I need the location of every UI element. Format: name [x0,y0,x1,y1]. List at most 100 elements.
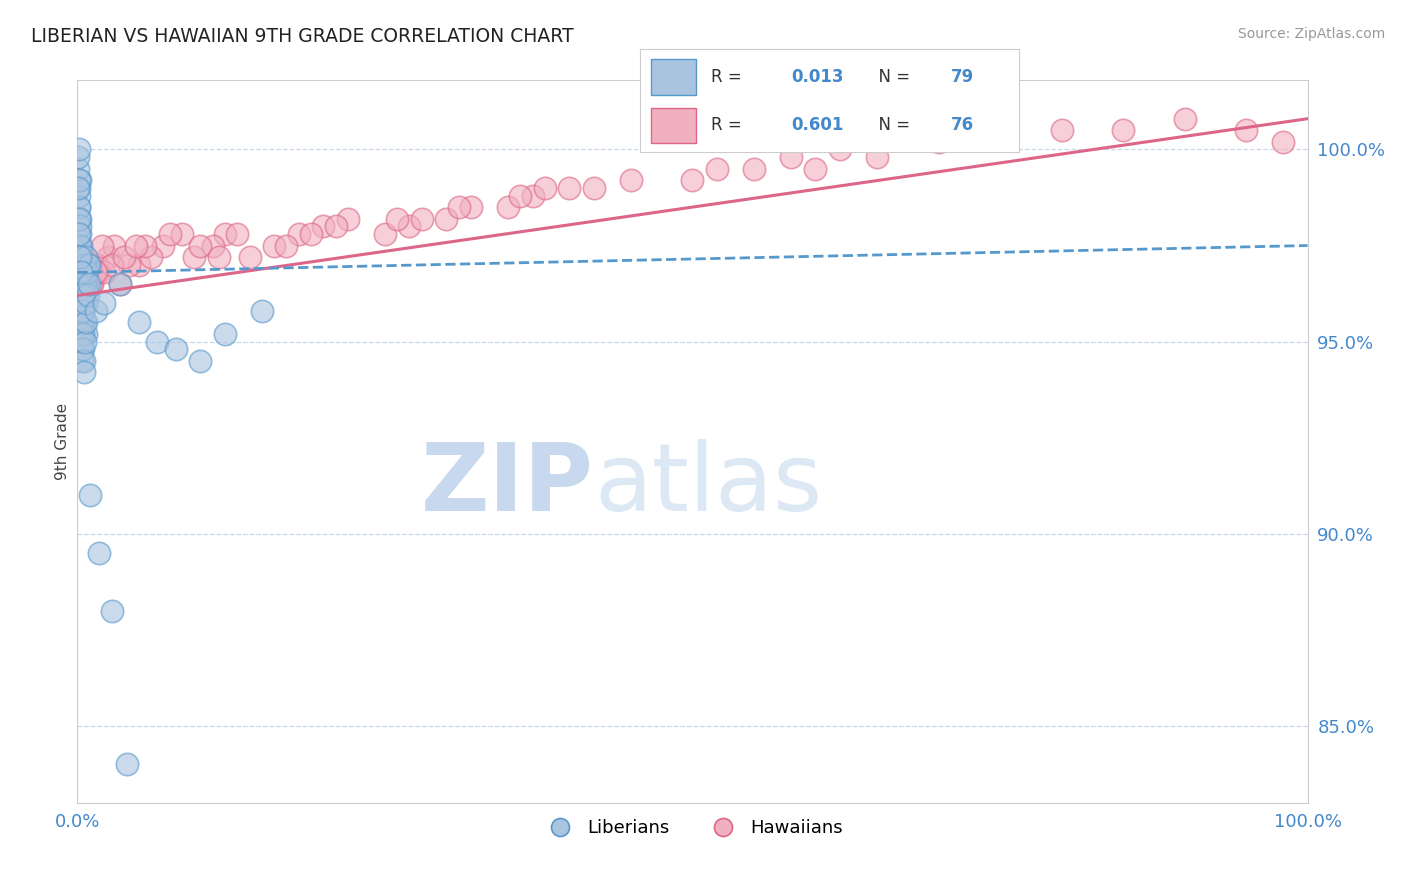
Point [288,227,311,241]
Text: 76: 76 [950,117,974,135]
Point [67,188,90,202]
Point [82,277,104,291]
Point [72,343,94,357]
Point [496,200,519,214]
Text: atlas: atlas [595,439,823,531]
Point [183,250,205,264]
Point [86,258,108,272]
Point [76,258,98,272]
Point [73,265,96,279]
Point [66,238,89,252]
Point [77,258,100,272]
Point [72,296,94,310]
Point [299,227,322,241]
Point [115,757,138,772]
Point [312,219,335,234]
Text: 0.601: 0.601 [792,117,844,135]
Point [70,265,93,279]
Text: LIBERIAN VS HAWAIIAN 9TH GRADE CORRELATION CHART: LIBERIAN VS HAWAIIAN 9TH GRADE CORRELATI… [31,27,574,45]
Point [276,238,298,252]
Point [72,304,94,318]
Point [170,227,193,241]
Point [69,258,91,272]
Point [509,188,531,202]
Point [72,315,94,329]
Point [110,277,132,291]
Point [374,227,396,241]
Point [226,227,249,241]
Point [325,219,347,234]
Point [67,143,90,157]
Point [69,258,91,272]
Point [89,546,111,560]
Point [67,161,90,176]
Point [436,211,458,226]
Point [70,288,93,302]
Point [101,604,124,618]
Point [70,277,93,291]
Point [73,365,96,379]
Point [77,258,100,272]
Point [706,161,728,176]
Point [398,219,420,234]
Point [70,265,93,279]
Point [84,265,107,279]
Point [70,304,93,318]
Point [188,354,212,368]
Point [583,181,606,195]
Text: 0.013: 0.013 [792,69,844,87]
Point [73,277,96,291]
Point [84,304,107,318]
Point [72,354,94,368]
Point [70,315,93,329]
Text: R =: R = [711,69,747,87]
Point [69,173,91,187]
Point [70,258,93,272]
Point [125,238,148,252]
Point [69,227,91,241]
Point [134,238,156,252]
Point [75,334,97,349]
Point [110,277,132,291]
Point [72,304,94,318]
Point [558,181,581,195]
Point [93,296,115,310]
Point [72,326,94,341]
Point [201,238,224,252]
Point [83,265,105,279]
Point [239,250,262,264]
Point [75,296,97,310]
Point [70,334,93,349]
Point [1234,123,1257,137]
Point [988,123,1011,137]
Point [103,238,125,252]
Point [75,250,97,264]
Point [385,211,409,226]
Point [75,296,97,310]
Point [742,161,765,176]
Point [73,354,96,368]
Point [89,265,111,279]
Point [76,265,98,279]
Point [67,219,90,234]
Point [72,277,94,291]
Point [67,181,90,195]
Point [928,135,950,149]
Point [77,277,100,291]
Point [69,211,91,226]
Point [263,238,285,252]
Point [112,250,135,264]
Point [250,304,273,318]
Point [188,238,212,252]
Point [67,173,90,187]
Point [70,343,93,357]
Point [72,288,94,302]
Point [118,258,141,272]
Point [70,288,93,302]
Point [67,200,90,214]
Point [69,277,91,291]
Point [67,211,90,226]
Point [90,238,114,252]
Bar [651,59,696,95]
Text: ZIP: ZIP [422,439,595,531]
